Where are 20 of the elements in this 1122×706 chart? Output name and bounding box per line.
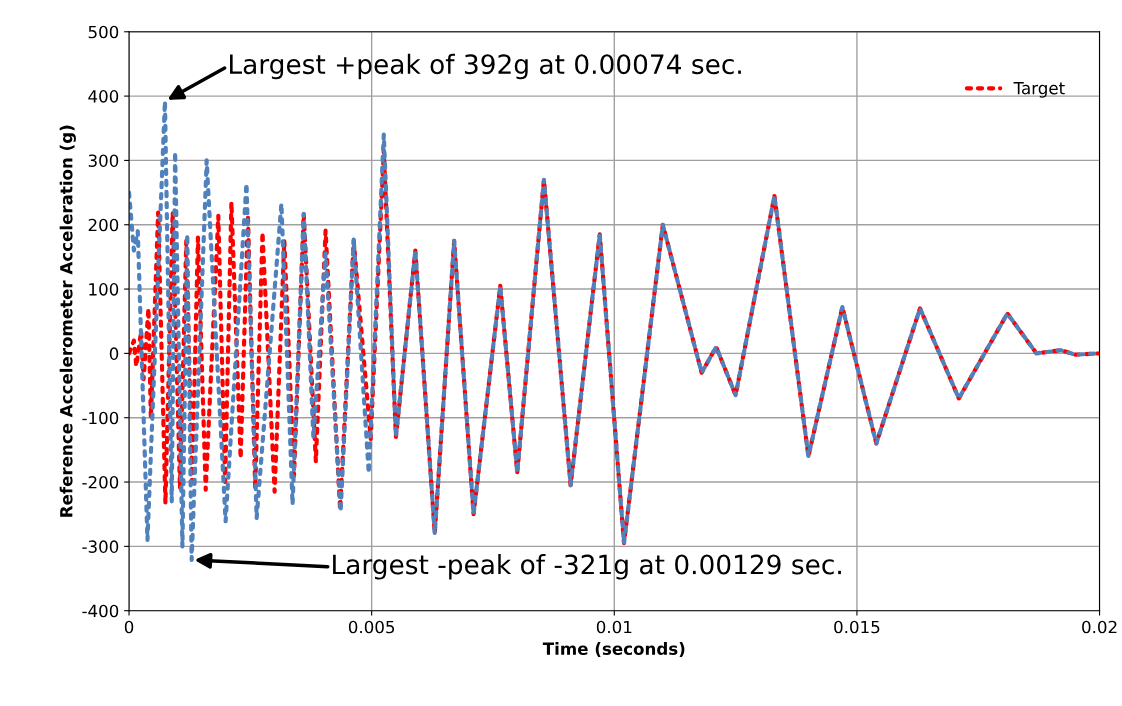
x-tick-label: 0.015: [834, 620, 880, 634]
x-tick-label: 0.02: [1082, 620, 1117, 634]
y-tick-label: 0: [109, 347, 119, 360]
y-tick-label: 400: [88, 90, 119, 103]
annotation: Largest -peak of -321g at 0.00129 sec.: [333, 554, 841, 580]
y-tick-label: -300: [82, 540, 119, 553]
y-tick-label: 100: [89, 283, 119, 296]
legend-label: Target: [1013, 82, 1065, 98]
x-tick-label: 0.01: [596, 620, 632, 634]
x-tick-label: 0.005: [348, 620, 395, 634]
y-tick-label: -100: [82, 411, 119, 425]
y-tick-label: 300: [88, 154, 119, 167]
y-tick-label: -200: [82, 476, 119, 489]
y-tick-label: 500: [88, 25, 119, 39]
y-axis-title: Reference Accelerometer Acceleration (g): [59, 125, 76, 517]
x-tick-label: 0: [124, 620, 134, 634]
y-tick-label: -400: [82, 604, 119, 618]
y-tick-label: 200: [88, 218, 119, 232]
x-axis-title: Time (seconds): [542, 642, 685, 657]
annotation: Largest +peak of 392g at 0.00074 sec.: [230, 53, 741, 80]
